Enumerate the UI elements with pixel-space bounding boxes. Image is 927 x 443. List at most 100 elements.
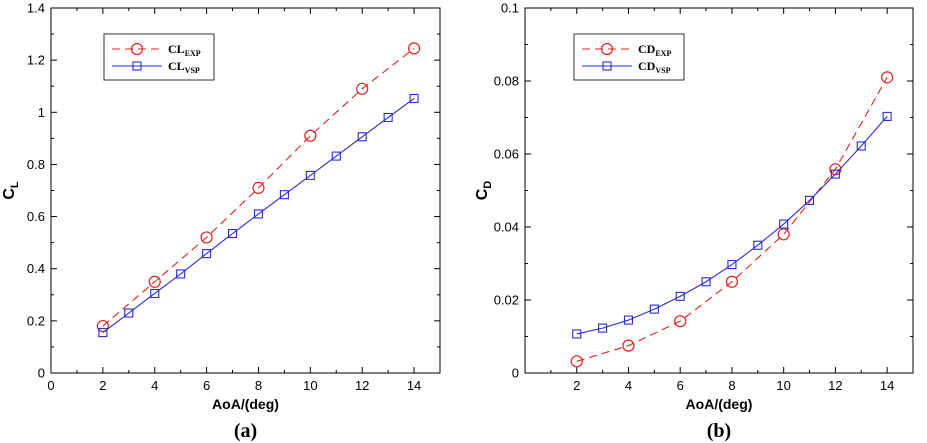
data-point-square [623,315,634,325]
x-axis-label: AoA/(deg) [212,396,279,412]
legend-label-main: CD [638,42,656,56]
y-tick-label: 0.4 [27,261,45,276]
x-tick-label: 6 [677,378,684,393]
y-tick-label: 0.1 [501,1,519,16]
data-point-square [202,249,212,259]
data-point-square [409,93,419,104]
legend-label-subscript: VSP [185,66,200,75]
y-tick-label: 0.02 [494,293,519,308]
series-line [102,98,415,334]
data-point-square [598,323,608,333]
series-cd-vsp [572,111,892,339]
data-point-square [779,219,789,229]
x-tick-label: 12 [828,378,842,393]
data-point-square [253,209,264,219]
y-axis-label-main: C [1,188,18,200]
y-axis-label-subscript: L [9,181,21,188]
y-axis-label: CL [1,181,21,200]
series-cl-exp [96,42,421,333]
data-point-square [124,308,134,318]
legend-label-subscript: EXP [185,49,201,58]
y-tick-label: 0.6 [27,209,45,224]
x-tick-label: 6 [203,378,210,393]
data-point-square [227,228,238,239]
data-point-circle [200,231,213,244]
data-point-circle [252,181,265,194]
data-point-circle [304,129,317,142]
legend-box [103,33,215,81]
legend-box [573,33,685,81]
chart-panel-b: 2 4 6 8 10 12 14 0 0.02 0.04 0.06 0.08 0.1 AoA/(deg) C… [474,1,914,442]
x-tick-label: 2 [573,378,580,393]
series-cl-vsp [98,93,419,338]
x-tick-label: 10 [776,378,790,393]
legend-marker-square [132,61,142,71]
x-tick-label: 4 [151,378,158,393]
data-point-circle [674,315,687,328]
chart-panel-a: 0 2 4 6 8 10 12 14 0 0.2 0.4 0.6 0.8 1 1.2 1.4 AoA/(deg)… [1,1,441,442]
x-tick-label: 4 [625,378,632,393]
y-tick-label: 0 [38,366,45,381]
legend-label: CDVSP [638,59,671,75]
legend-label-subscript: VSP [655,66,670,75]
data-point-square [572,329,582,339]
legend-marker-square [602,61,612,71]
y-axis-label-main: C [474,188,491,200]
series-cd-exp [570,71,894,368]
y-tick-label: 0.08 [494,74,519,89]
legend-label: CDEXP [638,42,671,58]
y-tick-label: 0.06 [494,147,519,162]
legend-marker-circle [130,42,144,56]
x-tick-label: 8 [255,378,262,393]
data-point-square [98,328,108,338]
panel-label: (a) [234,420,257,442]
y-tick-label: 0 [512,366,519,381]
data-point-square [357,132,367,142]
data-point-circle [881,71,894,84]
data-point-square [279,190,289,200]
data-point-circle [407,42,421,55]
x-tick-label: 2 [99,378,106,393]
y-tick-label: 1.4 [27,1,45,16]
data-point-circle [570,355,583,368]
y-axis-label: CD [474,181,494,201]
data-point-circle [96,319,109,333]
data-point-square [753,240,763,250]
legend-label: CLEXP [168,42,201,58]
y-tick-label: 0.04 [494,220,519,235]
y-axis-label-subscript: D [482,181,494,189]
data-point-square [383,112,393,123]
data-point-square [882,111,892,121]
data-point-circle [148,275,161,288]
data-point-circle [622,339,635,352]
data-point-square [150,288,160,299]
y-tick-label: 1 [38,105,45,120]
x-tick-label: 0 [47,378,54,393]
y-tick-label: 1.2 [27,53,45,68]
data-point-square [804,195,815,205]
data-point-square [701,277,711,287]
series-line [576,116,888,335]
data-point-circle [777,228,790,241]
x-tick-label: 14 [407,378,421,393]
data-point-square [727,260,737,270]
legend-label-subscript: EXP [655,49,671,58]
legend-marker-circle [600,42,614,56]
legend-label-main: CL [168,59,185,73]
x-tick-label: 14 [880,378,894,393]
series-line [576,77,888,362]
data-point-circle [356,82,369,95]
x-tick-label: 10 [303,378,317,393]
panel-label: (b) [707,420,731,442]
x-tick-label: 8 [728,378,735,393]
x-tick-label: 12 [355,378,369,393]
legend-label-main: CD [638,59,656,73]
legend-label-main: CL [168,42,185,56]
data-point-square [856,141,866,151]
data-point-square [176,269,186,279]
data-point-square [675,291,685,301]
data-point-square [331,151,341,161]
